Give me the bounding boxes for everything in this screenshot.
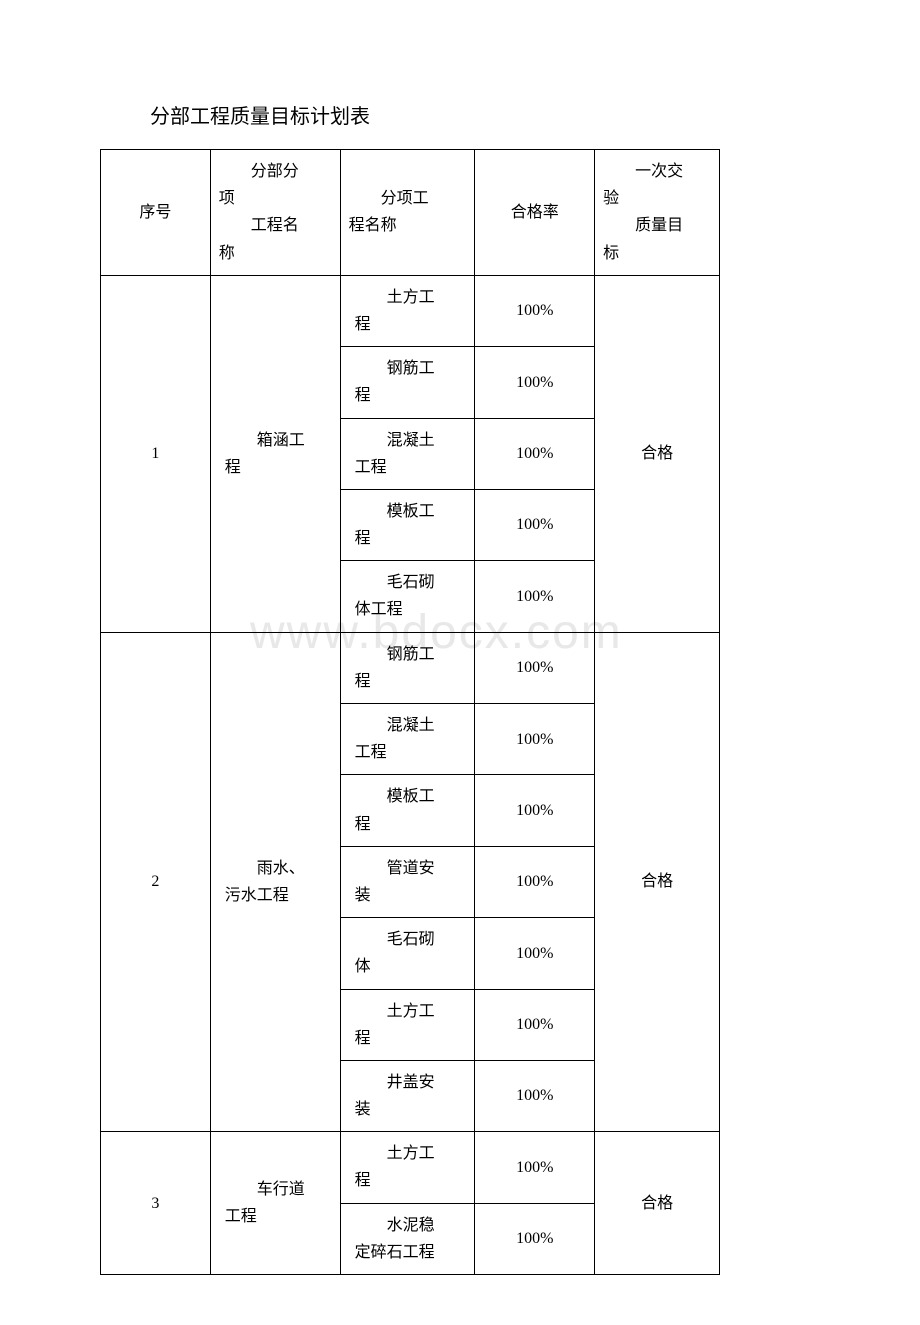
cell-section-l2: 污水工程 <box>225 882 330 909</box>
cell-rate: 100% <box>475 846 595 917</box>
header-target-l2: 验 <box>603 185 711 212</box>
cell-rate: 100% <box>475 1203 595 1274</box>
cell-item: 模板工程 <box>340 775 475 846</box>
cell-item: 土方工程 <box>340 1132 475 1203</box>
cell-item-l2: 装 <box>355 1096 465 1123</box>
table-header-row: 序号 分部分 项 工程名 称 分项工 程名称 合格率 一次交 验 质量目 标 <box>101 150 720 276</box>
cell-section: 箱涵工程 <box>210 275 340 632</box>
table-row: 2雨水、污水工程钢筋工程100%合格 <box>101 632 720 703</box>
cell-section-l1: 雨水、 <box>225 855 330 882</box>
cell-target: 合格 <box>595 632 720 1132</box>
cell-rate: 100% <box>475 347 595 418</box>
cell-rate: 100% <box>475 418 595 489</box>
cell-item-l2: 程 <box>355 1025 465 1052</box>
header-section-l3: 工程名 <box>219 212 332 239</box>
cell-item-l1: 混凝土 <box>355 712 465 739</box>
cell-rate: 100% <box>475 775 595 846</box>
cell-item: 土方工程 <box>340 989 475 1060</box>
cell-section: 车行道工程 <box>210 1132 340 1275</box>
cell-seq: 3 <box>101 1132 211 1275</box>
cell-item-l1: 水泥稳 <box>355 1212 465 1239</box>
cell-item-l2: 程 <box>355 668 465 695</box>
cell-item-l1: 模板工 <box>355 783 465 810</box>
cell-rate: 100% <box>475 704 595 775</box>
cell-item-l2: 装 <box>355 882 465 909</box>
cell-item-l1: 钢筋工 <box>355 355 465 382</box>
cell-seq: 2 <box>101 632 211 1132</box>
cell-rate: 100% <box>475 632 595 703</box>
cell-rate: 100% <box>475 1060 595 1131</box>
cell-section-l1: 箱涵工 <box>225 427 330 454</box>
cell-item: 钢筋工程 <box>340 347 475 418</box>
cell-item: 钢筋工程 <box>340 632 475 703</box>
header-section-l4: 称 <box>219 240 332 267</box>
cell-item-l1: 钢筋工 <box>355 641 465 668</box>
cell-target: 合格 <box>595 1132 720 1275</box>
cell-rate: 100% <box>475 918 595 989</box>
header-item-l1: 分项工 <box>349 185 467 212</box>
table-container: 序号 分部分 项 工程名 称 分项工 程名称 合格率 一次交 验 质量目 标 1… <box>100 149 820 1275</box>
header-item-l2: 程名称 <box>349 212 467 239</box>
cell-item-l2: 程 <box>355 382 465 409</box>
cell-seq: 1 <box>101 275 211 632</box>
cell-item-l1: 毛石砌 <box>355 926 465 953</box>
cell-rate: 100% <box>475 489 595 560</box>
cell-item: 水泥稳定碎石工程 <box>340 1203 475 1274</box>
cell-item-l1: 土方工 <box>355 1140 465 1167</box>
header-item: 分项工 程名称 <box>340 150 475 276</box>
cell-section: 雨水、污水工程 <box>210 632 340 1132</box>
header-target-l3: 质量目 <box>603 212 711 239</box>
header-section: 分部分 项 工程名 称 <box>210 150 340 276</box>
cell-item-l1: 模板工 <box>355 498 465 525</box>
header-target-l1: 一次交 <box>603 158 711 185</box>
cell-item: 井盖安装 <box>340 1060 475 1131</box>
cell-item: 毛石砌体工程 <box>340 561 475 632</box>
cell-rate: 100% <box>475 275 595 346</box>
header-section-l2: 项 <box>219 185 332 212</box>
table-row: 3车行道工程土方工程100%合格 <box>101 1132 720 1203</box>
cell-item: 混凝土工程 <box>340 704 475 775</box>
cell-item-l2: 工程 <box>355 454 465 481</box>
cell-section-l2: 工程 <box>225 1203 330 1230</box>
cell-item-l1: 土方工 <box>355 284 465 311</box>
page-title: 分部工程质量目标计划表 <box>150 100 820 129</box>
cell-item-l2: 程 <box>355 311 465 338</box>
cell-section-l1: 车行道 <box>225 1176 330 1203</box>
cell-item-l2: 程 <box>355 1167 465 1194</box>
cell-section-l2: 程 <box>225 454 330 481</box>
cell-target: 合格 <box>595 275 720 632</box>
cell-rate: 100% <box>475 1132 595 1203</box>
cell-rate: 100% <box>475 989 595 1060</box>
cell-item: 毛石砌体 <box>340 918 475 989</box>
cell-item-l1: 井盖安 <box>355 1069 465 1096</box>
cell-item: 混凝土工程 <box>340 418 475 489</box>
cell-item-l2: 体 <box>355 953 465 980</box>
cell-item-l1: 混凝土 <box>355 427 465 454</box>
cell-item-l1: 毛石砌 <box>355 569 465 596</box>
cell-item-l2: 工程 <box>355 739 465 766</box>
cell-item: 模板工程 <box>340 489 475 560</box>
header-seq: 序号 <box>101 150 211 276</box>
cell-item-l2: 定碎石工程 <box>355 1239 465 1266</box>
quality-plan-table: 序号 分部分 项 工程名 称 分项工 程名称 合格率 一次交 验 质量目 标 1… <box>100 149 720 1275</box>
header-section-l1: 分部分 <box>219 158 332 185</box>
cell-item-l1: 土方工 <box>355 998 465 1025</box>
cell-item-l2: 程 <box>355 811 465 838</box>
cell-item-l2: 体工程 <box>355 596 465 623</box>
cell-item-l1: 管道安 <box>355 855 465 882</box>
cell-item: 管道安装 <box>340 846 475 917</box>
header-target-l4: 标 <box>603 240 711 267</box>
table-row: 1箱涵工程土方工程100%合格 <box>101 275 720 346</box>
header-rate: 合格率 <box>475 150 595 276</box>
cell-item-l2: 程 <box>355 525 465 552</box>
table-body: 1箱涵工程土方工程100%合格钢筋工程100%混凝土工程100%模板工程100%… <box>101 275 720 1274</box>
cell-rate: 100% <box>475 561 595 632</box>
header-target: 一次交 验 质量目 标 <box>595 150 720 276</box>
cell-item: 土方工程 <box>340 275 475 346</box>
